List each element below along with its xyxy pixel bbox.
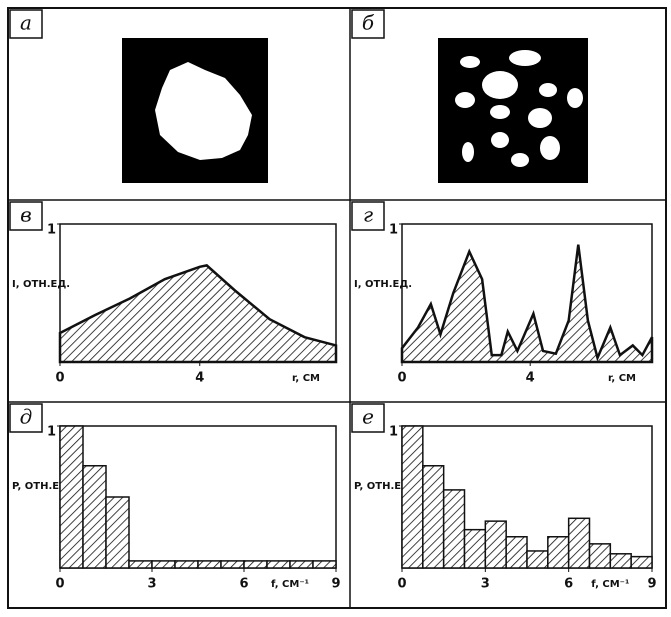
panel-label: е xyxy=(362,405,374,429)
bar xyxy=(60,426,83,568)
bar xyxy=(569,518,590,568)
x-tick-label: 4 xyxy=(195,371,204,386)
bar xyxy=(83,466,106,568)
x-tick-label: 4 xyxy=(526,371,535,386)
area xyxy=(402,245,652,362)
x-tick-label: 6 xyxy=(239,577,248,592)
bar xyxy=(152,561,175,568)
y-tick-label: 1 xyxy=(47,223,56,238)
figure: а б в I, ОТН.ЕД. 1 0 4 r, СМ г I, ОТН.ЕД. 1 0 4 r, … xyxy=(0,0,671,617)
x-tick-label: 9 xyxy=(647,577,656,592)
y-axis-label: I, ОТН.ЕД. xyxy=(354,279,412,290)
bar xyxy=(590,544,611,568)
bar xyxy=(244,561,267,568)
bar xyxy=(267,561,290,568)
bar xyxy=(444,490,465,568)
x-axis-label: f, СМ⁻¹ xyxy=(271,579,309,590)
x-axis-label: r, СМ xyxy=(292,373,320,384)
y-tick-label: 1 xyxy=(389,425,398,440)
y-tick-label: 1 xyxy=(389,223,398,238)
bar xyxy=(313,561,336,568)
x-tick-label: 0 xyxy=(55,577,64,592)
panel-label: в xyxy=(20,203,32,227)
panel-label: г xyxy=(363,203,373,227)
x-axis-label: r, СМ xyxy=(608,373,636,384)
x-tick-label: 0 xyxy=(397,577,406,592)
area xyxy=(60,265,336,362)
bar xyxy=(198,561,221,568)
y-tick-label: 1 xyxy=(47,425,56,440)
panel-label: д xyxy=(20,405,33,429)
bar xyxy=(402,426,423,568)
bar xyxy=(610,554,631,568)
y-axis-label: I, ОТН.ЕД. xyxy=(12,279,70,290)
bar xyxy=(527,551,548,568)
panel-label: б xyxy=(362,11,375,35)
bar xyxy=(290,561,313,568)
bar xyxy=(129,561,152,568)
x-tick-label: 0 xyxy=(397,371,406,386)
x-tick-label: 3 xyxy=(147,577,156,592)
x-axis-label: f, СМ⁻¹ xyxy=(591,579,629,590)
panel-label: а xyxy=(20,11,32,35)
x-tick-label: 6 xyxy=(564,577,573,592)
x-tick-label: 3 xyxy=(481,577,490,592)
bar xyxy=(106,497,129,568)
bar xyxy=(485,521,506,568)
x-tick-label: 9 xyxy=(331,577,340,592)
bar xyxy=(175,561,198,568)
bar xyxy=(423,466,444,568)
bar xyxy=(465,530,486,568)
bar xyxy=(631,557,652,568)
bar xyxy=(548,537,569,568)
bar xyxy=(506,537,527,568)
page: {"panels": [{"label": "а"}, {"label": "б… xyxy=(0,0,671,617)
x-tick-label: 0 xyxy=(55,371,64,386)
bar xyxy=(221,561,244,568)
